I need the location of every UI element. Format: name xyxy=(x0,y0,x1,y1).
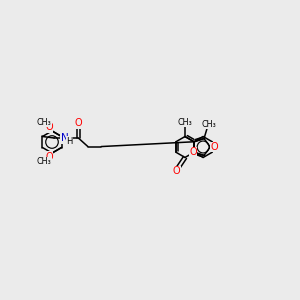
Text: N: N xyxy=(61,133,69,143)
Text: O: O xyxy=(45,152,53,162)
Text: H: H xyxy=(67,136,73,146)
Text: O: O xyxy=(45,122,53,132)
Text: O: O xyxy=(189,147,197,157)
Text: CH₃: CH₃ xyxy=(37,118,52,127)
Text: O: O xyxy=(75,118,82,128)
Text: O: O xyxy=(210,142,218,152)
Text: CH₃: CH₃ xyxy=(178,118,192,127)
Text: O: O xyxy=(172,166,180,176)
Text: CH₃: CH₃ xyxy=(37,157,52,166)
Text: CH₃: CH₃ xyxy=(202,119,216,128)
